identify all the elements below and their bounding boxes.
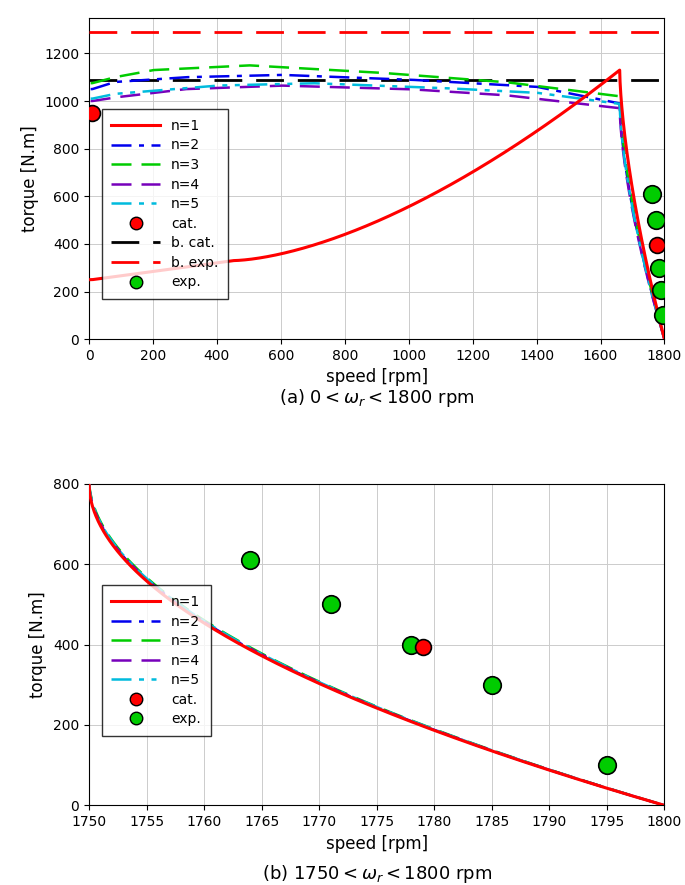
Point [653, 261, 664, 275]
Y-axis label: torque [N.m]: torque [N.m] [21, 125, 38, 232]
Point [646, 187, 657, 201]
Point [325, 597, 336, 612]
Point [417, 640, 428, 654]
Point [656, 283, 667, 297]
Text: (b) $1750 < \omega_r < 1800$ rpm: (b) $1750 < \omega_r < 1800$ rpm [262, 863, 492, 885]
Point [406, 637, 416, 651]
Text: (a) $0 < \omega_r < 1800$ rpm: (a) $0 < \omega_r < 1800$ rpm [279, 388, 475, 410]
Y-axis label: torque [N.m]: torque [N.m] [29, 591, 47, 698]
Point [486, 678, 497, 692]
Point [651, 213, 662, 227]
Point [245, 553, 256, 567]
Legend: n=1, n=2, n=3, n=4, n=5, cat., exp.: n=1, n=2, n=3, n=4, n=5, cat., exp. [102, 585, 211, 736]
X-axis label: speed [rpm]: speed [rpm] [325, 835, 428, 852]
Point [87, 106, 98, 120]
Point [658, 308, 669, 322]
Point [652, 238, 663, 252]
Legend: n=1, n=2, n=3, n=4, n=5, cat., b. cat., b. exp., exp.: n=1, n=2, n=3, n=4, n=5, cat., b. cat., … [102, 109, 228, 299]
Point [601, 758, 612, 773]
X-axis label: speed [rpm]: speed [rpm] [325, 368, 428, 387]
